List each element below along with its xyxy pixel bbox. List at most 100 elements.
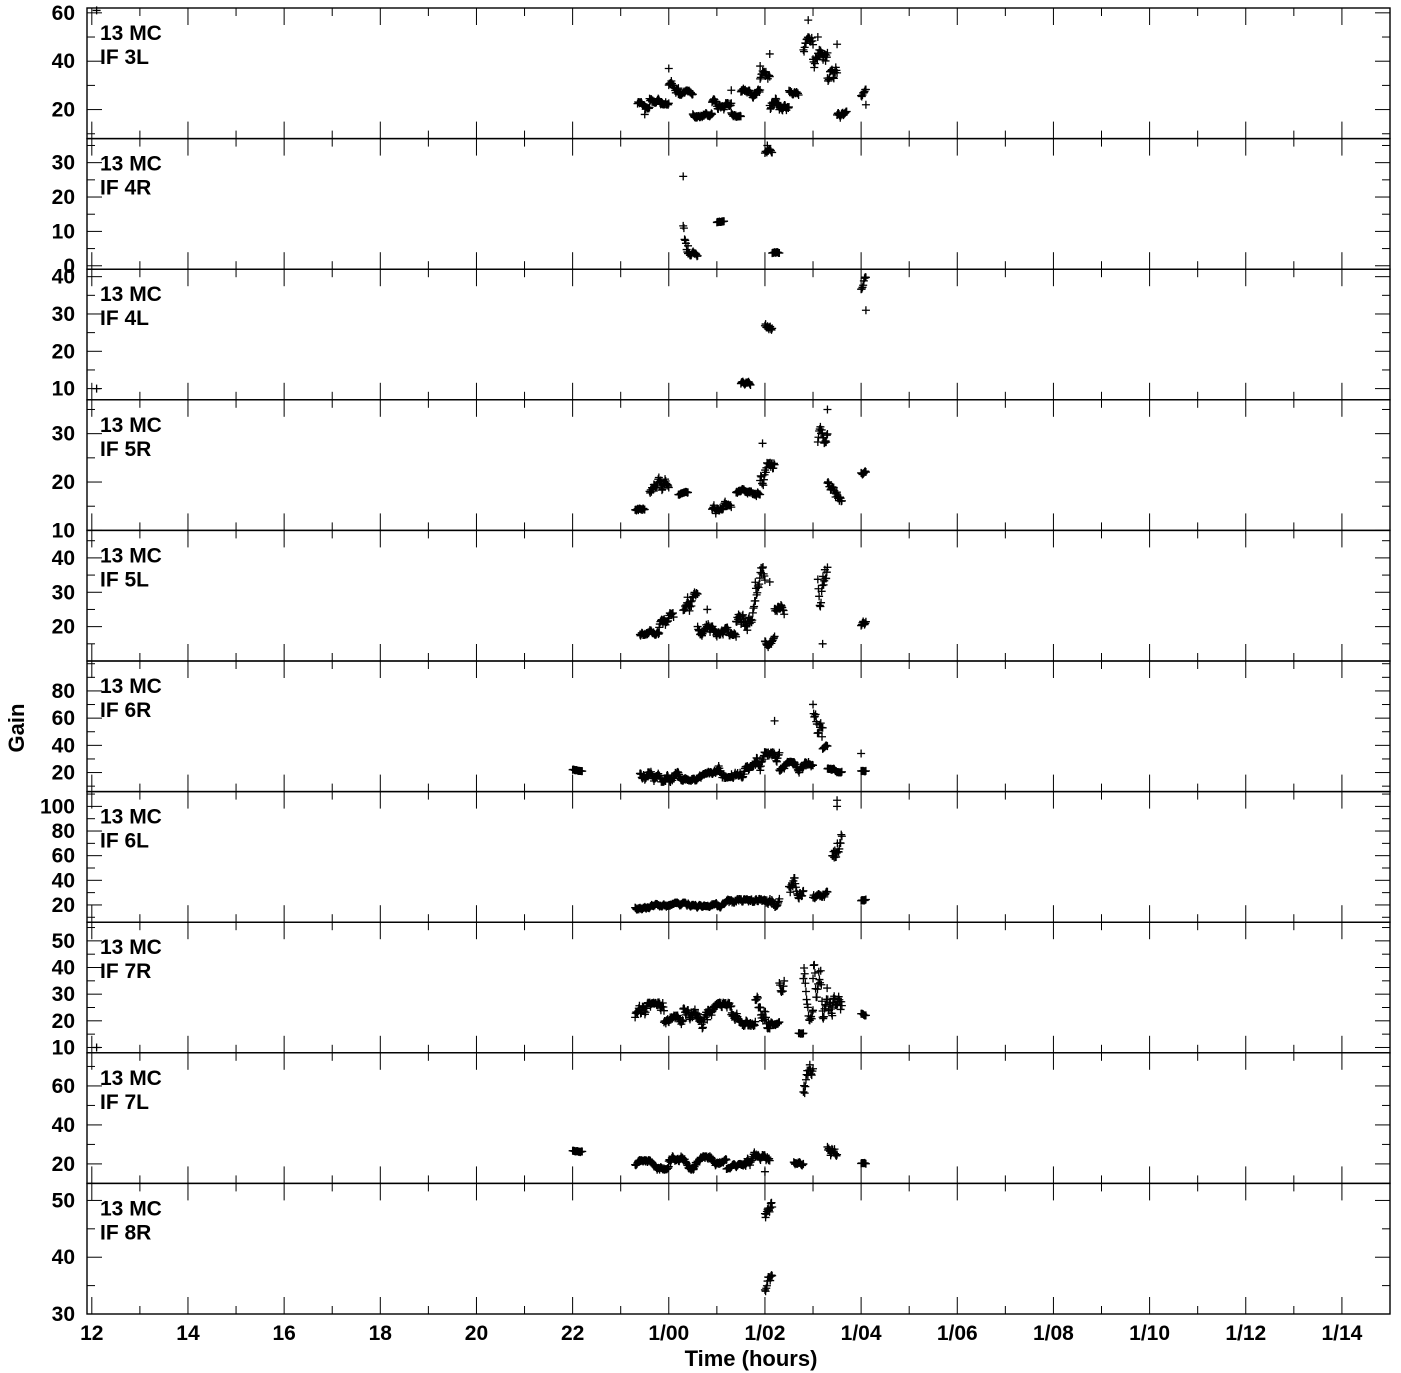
data-point (837, 767, 846, 776)
data-point (770, 632, 779, 641)
data-point (833, 40, 842, 49)
panel-label-if: IF 6L (100, 830, 149, 853)
panel-frame (86, 137, 1391, 270)
data-point (766, 1203, 775, 1212)
data-point (842, 107, 851, 116)
series-markers (92, 960, 870, 1052)
x-tick-labels: 12 14 16 18 20 22 1/00 1/02 1/04 1/06 1/08 1/10 1/12… (80, 1322, 1363, 1345)
data-point (801, 987, 810, 996)
panel-label-source: 13 MC (100, 22, 162, 45)
data-point (775, 248, 784, 257)
data-point (861, 467, 870, 476)
y-tick-label: 40 (52, 734, 75, 757)
data-point (92, 6, 101, 15)
data-point (578, 767, 587, 776)
panel-label-source: 13 MC (100, 283, 162, 306)
y-tick-label: 50 (52, 1189, 75, 1212)
data-point (732, 632, 741, 641)
data-point (703, 605, 712, 614)
panel-frame (86, 529, 1391, 662)
data-point (765, 1207, 774, 1216)
data-point (810, 960, 819, 969)
data-point (811, 710, 820, 719)
data-point (807, 1014, 816, 1023)
data-point (836, 1005, 845, 1014)
y-tick-label: 30 (52, 983, 75, 1006)
y-tick-label: 60 (52, 845, 75, 868)
y-tick-label: 30 (52, 581, 75, 604)
data-point (803, 1003, 812, 1012)
panel-label-if: IF 3L (100, 46, 149, 69)
data-point (828, 1011, 837, 1020)
y-tick-label: 40 (52, 50, 75, 73)
data-point (765, 577, 774, 586)
data-point (813, 575, 822, 584)
data-point (794, 91, 803, 100)
data-point (766, 146, 775, 155)
y-tick-label: 40 (52, 869, 75, 892)
y-tick-label: 20 (52, 1010, 75, 1033)
y-tick-label: 30 (52, 423, 75, 446)
data-point (833, 1150, 842, 1159)
x-tick-label: 1/12 (1225, 1322, 1266, 1345)
data-point (768, 1203, 777, 1212)
data-point (800, 969, 809, 978)
panel-label-if: IF 7R (100, 960, 151, 983)
panel-label-if: IF 4R (100, 177, 151, 200)
data-point (768, 1271, 777, 1280)
data-point (813, 33, 822, 42)
data-point (693, 251, 702, 260)
y-tick-label: 40 (52, 1114, 75, 1137)
data-point (92, 384, 101, 393)
x-tick-label: 14 (176, 1322, 200, 1345)
series-markers (92, 273, 870, 393)
x-tick-label: 1/14 (1321, 1322, 1362, 1345)
data-point (722, 1155, 731, 1164)
data-point (816, 966, 825, 975)
data-point (664, 483, 673, 492)
data-point (804, 16, 813, 25)
data-point (837, 496, 846, 505)
panel-label-source: 13 MC (100, 806, 162, 829)
data-point (688, 90, 697, 99)
data-point (858, 283, 867, 292)
data-point (799, 974, 808, 983)
data-point (800, 1081, 809, 1090)
data-point (861, 273, 870, 282)
x-tick-label: 12 (80, 1322, 103, 1345)
data-point (770, 716, 779, 725)
data-point (809, 1006, 818, 1015)
panel-frame (86, 921, 1391, 1054)
panel-label-source: 13 MC (100, 414, 162, 437)
y-tick-label: 20 (52, 616, 75, 639)
data-point (775, 894, 784, 903)
data-point (775, 1018, 784, 1027)
data-point (780, 610, 789, 619)
data-point (810, 969, 819, 978)
data-point (765, 1156, 774, 1165)
y-tick-label: 40 (52, 266, 75, 289)
data-point (748, 616, 757, 625)
panel-label-if: IF 5R (100, 438, 151, 461)
series-markers (631, 796, 870, 914)
y-axis-title: Gain (4, 704, 29, 753)
y-tick-label: 100 (40, 795, 75, 818)
y-tick-label: 20 (52, 471, 75, 494)
data-point (860, 274, 869, 283)
data-point (779, 982, 788, 991)
data-point (815, 592, 824, 601)
y-tick-label: 30 (52, 152, 75, 175)
y-tick-label: 10 (52, 378, 75, 401)
data-point (809, 761, 818, 770)
data-point (727, 86, 736, 95)
data-point (727, 503, 736, 512)
panel-frame (86, 268, 1391, 401)
data-point (768, 148, 777, 157)
data-point (766, 1276, 775, 1285)
x-tick-label: 1/10 (1129, 1322, 1170, 1345)
panel-label-if: IF 7L (100, 1091, 149, 1114)
data-point (727, 1001, 736, 1010)
